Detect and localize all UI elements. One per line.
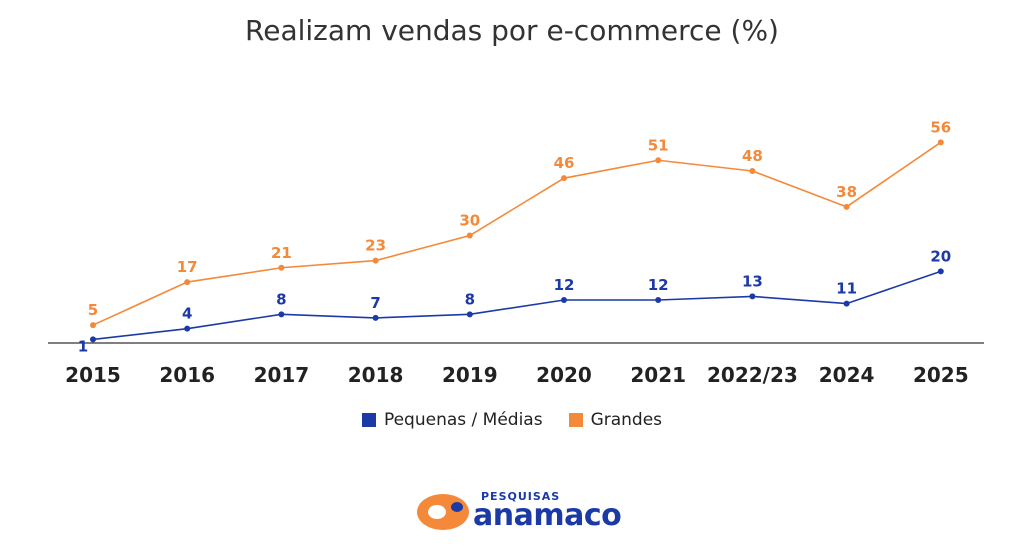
data-point — [278, 264, 285, 271]
series-line — [92, 141, 942, 326]
data-label: 51 — [648, 136, 669, 154]
line-chart: Realizam vendas por e-commerce (%) 148 7 8… — [48, 14, 984, 387]
legend-label-small-medium: Pequenas / Médias — [383, 410, 543, 430]
series-0: 1 4 8 7 8 12 12 13 11 20 — [78, 247, 951, 355]
anamaco-logo-mark — [417, 494, 469, 530]
x-tick-label: 2018 — [348, 363, 404, 387]
data-point — [184, 279, 191, 286]
legend-item-large: Grandes — [568, 410, 663, 430]
x-tick-label: 2019 — [442, 363, 498, 387]
data-point — [372, 257, 379, 264]
anamaco-logo: PESQUISAS anamaco — [415, 488, 622, 536]
data-point — [843, 300, 850, 307]
x-tick-label: 2020 — [536, 363, 592, 387]
data-label: 7 — [370, 294, 380, 312]
data-point — [937, 268, 944, 275]
logo-small-text: PESQUISAS — [481, 490, 561, 503]
data-label: 5 — [88, 301, 98, 319]
legend-label-large: Grandes — [590, 410, 663, 430]
x-tick-label: 2025 — [913, 363, 969, 387]
data-point — [466, 311, 473, 318]
legend-swatch-small-medium — [361, 413, 376, 427]
data-label: 21 — [271, 244, 292, 262]
legend-item-small-medium: Pequenas / Médias — [361, 410, 543, 430]
data-point — [655, 297, 662, 303]
data-point — [184, 325, 191, 332]
data-label: 4 — [182, 305, 192, 323]
data-point — [372, 314, 379, 321]
data-point — [90, 322, 96, 329]
legend-swatch-large — [568, 413, 583, 427]
data-label: 1 — [78, 337, 88, 355]
data-label: 20 — [930, 247, 951, 265]
x-tick-label: 2017 — [254, 363, 310, 387]
data-label: 12 — [648, 276, 669, 294]
data-label: 8 — [465, 290, 475, 308]
data-label: 13 — [742, 272, 763, 290]
data-point — [561, 175, 567, 182]
data-label: 30 — [459, 212, 480, 230]
data-label: 46 — [554, 154, 575, 172]
data-point — [843, 203, 850, 210]
data-label: 11 — [836, 280, 857, 298]
chart-legend: Pequenas / Médias Grandes — [0, 410, 1024, 430]
series-line — [92, 270, 942, 341]
data-label: 48 — [742, 147, 763, 165]
data-label: 56 — [930, 118, 951, 136]
data-point — [561, 297, 567, 303]
x-tick-label: 2016 — [159, 363, 215, 387]
x-tick-label: 2015 — [65, 363, 121, 387]
logo-big-text: anamaco — [473, 498, 622, 533]
data-point — [749, 293, 756, 300]
x-tick-labels: 2015 2016 2017 2018 2019 2020 2021 2022/23 2024 2… — [65, 363, 968, 387]
data-label: 17 — [177, 258, 198, 276]
data-point — [749, 168, 756, 174]
data-point — [937, 139, 944, 146]
data-label: 12 — [554, 276, 575, 294]
x-tick-label: 2022/23 — [707, 363, 798, 387]
data-point — [466, 232, 473, 239]
x-tick-label: 2024 — [819, 363, 875, 387]
data-label: 38 — [836, 183, 857, 201]
chart-title: Realizam vendas por e-commerce (%) — [245, 14, 779, 47]
x-tick-label: 2021 — [630, 363, 686, 387]
data-label: 23 — [365, 237, 386, 255]
data-point — [90, 336, 96, 343]
data-label: 8 — [276, 290, 286, 308]
data-point — [278, 311, 285, 318]
data-point — [655, 157, 662, 164]
